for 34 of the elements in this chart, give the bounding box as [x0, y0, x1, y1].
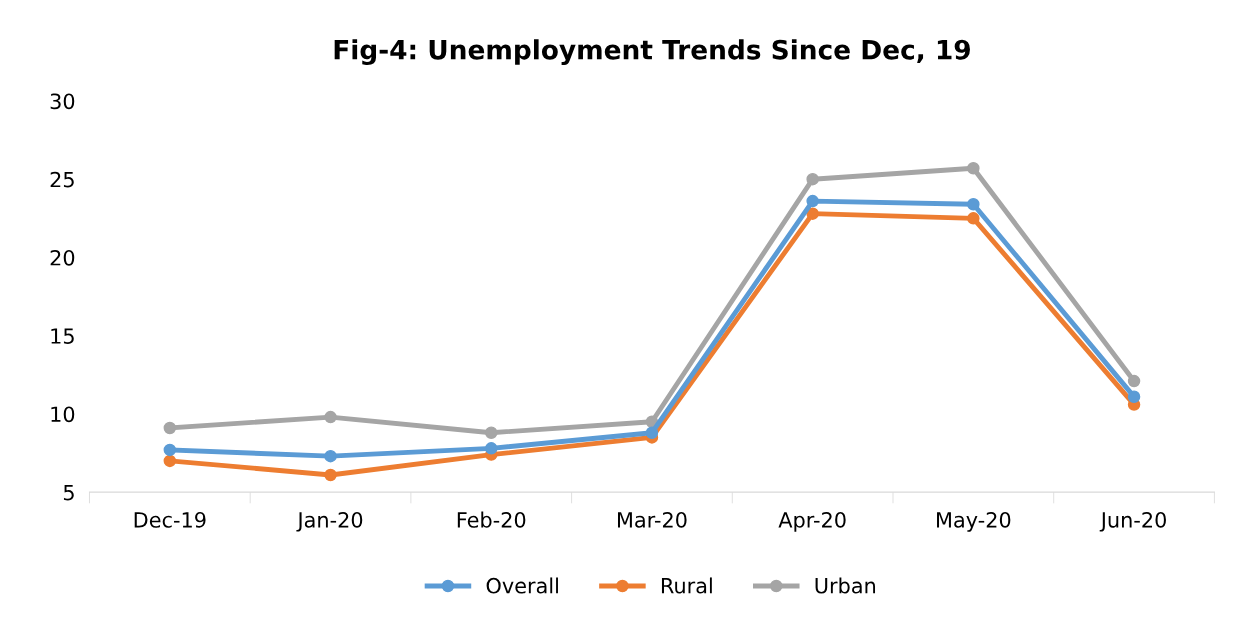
y-tick-label: 10	[51, 406, 75, 423]
x-tick-label: Dec-19	[134, 511, 206, 528]
legend-label: Overall	[486, 577, 558, 594]
x-tick-label: Jun-20	[1099, 511, 1166, 532]
point	[806, 194, 819, 208]
point	[324, 449, 337, 463]
point	[967, 212, 980, 225]
point	[163, 454, 177, 468]
point	[163, 421, 177, 435]
x-tick-label: Feb-20	[457, 511, 526, 528]
point	[645, 426, 659, 439]
y-tick-label: 30	[50, 93, 75, 110]
point	[806, 207, 819, 220]
y-tick-label: 25	[50, 171, 74, 188]
x-tick-label: Mar-20	[618, 511, 687, 528]
point	[163, 443, 177, 457]
y-tick-label: 5	[63, 484, 74, 501]
point	[324, 410, 337, 424]
legend-label: Urban	[815, 577, 876, 594]
point	[967, 161, 980, 175]
x-tick-label: May-20	[937, 511, 1011, 532]
point	[1127, 374, 1141, 388]
y-tick-label: 20	[50, 249, 75, 266]
point	[1127, 390, 1141, 403]
point	[324, 468, 337, 482]
x-tick-label: Jan-20	[296, 511, 363, 532]
point	[806, 172, 819, 186]
chart-title: Fig-4: Unemployment Trends Since Dec, 19	[334, 39, 970, 65]
legend-label: Rural	[661, 577, 712, 594]
point	[967, 197, 980, 211]
point	[485, 426, 498, 439]
x-tick-label: Apr-20	[778, 511, 846, 532]
point	[485, 442, 498, 455]
y-tick-label: 15	[51, 328, 74, 344]
